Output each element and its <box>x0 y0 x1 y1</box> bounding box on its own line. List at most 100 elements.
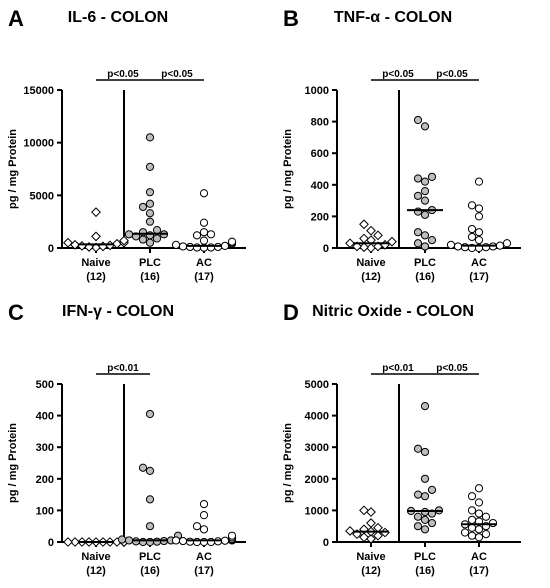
x-tick-label: AC <box>196 257 212 269</box>
data-point-plc <box>145 466 155 475</box>
group-n-label: (17) <box>194 271 214 283</box>
panel-c: C IFN-γ - COLON pg / mg Protein 0 100 200 300 4… <box>0 294 275 588</box>
y-tick-label: 500 <box>36 379 54 391</box>
data-point-ac <box>446 240 456 249</box>
y-tick-label: 200 <box>36 474 54 486</box>
y-tick-label: 200 <box>311 211 329 223</box>
data-point-plc <box>420 515 430 524</box>
data-point-plc <box>420 210 430 219</box>
x-tick-label: PLC <box>139 257 161 269</box>
data-point-ac <box>206 230 216 239</box>
y-tick-label: 5000 <box>305 379 329 391</box>
group-n-label: (16) <box>140 565 160 577</box>
significance-label: p<0.01 <box>382 363 414 374</box>
chart-svg: B TNF-α - COLON pg / mg Protein 0 200 400 600 8… <box>282 6 521 283</box>
y-tick-label: 3000 <box>305 442 329 454</box>
data-point-plc <box>420 525 430 534</box>
data-point-ac <box>467 224 477 234</box>
y-tick-label: 0 <box>323 243 329 255</box>
y-axis-label: pg / mg Protein <box>282 423 294 503</box>
data-point-plc <box>145 162 155 171</box>
data-point-plc <box>152 225 162 235</box>
x-tick-label: PLC <box>139 551 161 563</box>
chart-title: TNF-α - COLON <box>334 9 452 26</box>
significance-label: p<0.05 <box>436 69 468 80</box>
data-point-naive <box>359 219 369 230</box>
data-point-ac <box>488 518 498 528</box>
data-point-ac <box>199 511 209 520</box>
panel-letter: D <box>283 300 299 325</box>
data-point-plc <box>420 231 430 240</box>
panel-b: B TNF-α - COLON pg / mg Protein 0 200 400 600 8… <box>275 0 550 294</box>
chart-title: IL-6 - COLON <box>68 9 168 26</box>
panel-a: A IL-6 - COLON pg / mg Protein 0 5000 10000 15… <box>0 0 275 294</box>
data-point-plc <box>413 115 423 125</box>
data-point-plc <box>117 535 127 544</box>
y-tick-label: 400 <box>311 180 329 192</box>
data-point-naive <box>91 231 101 242</box>
group-n-label: (12) <box>86 271 106 283</box>
data-point-ac <box>227 237 237 246</box>
data-point-ac <box>227 531 237 540</box>
data-point-naive <box>63 537 73 547</box>
data-point-plc <box>138 235 148 244</box>
data-point-plc <box>124 230 134 239</box>
data-point-ac <box>220 536 230 545</box>
y-tick-label: 2000 <box>305 474 329 486</box>
data-point-ac <box>171 240 181 249</box>
data-point-naive <box>366 518 376 528</box>
data-point-naive <box>359 532 369 543</box>
group-n-label: (17) <box>469 565 489 577</box>
y-tick-label: 10000 <box>23 138 54 150</box>
data-point-ac <box>474 212 484 221</box>
chart-svg: A IL-6 - COLON pg / mg Protein 0 5000 10000 15… <box>7 6 246 283</box>
y-tick-label: 0 <box>48 537 54 549</box>
x-tick-label: Naive <box>356 551 385 563</box>
data-point-plc <box>413 174 423 183</box>
data-point-ac <box>220 241 230 250</box>
data-point-naive <box>345 526 355 536</box>
data-point-ac <box>474 228 484 237</box>
data-point-plc <box>145 188 155 197</box>
data-point-ac <box>178 536 188 546</box>
data-point-ac <box>467 531 477 540</box>
x-tick-label: AC <box>196 551 212 563</box>
data-point-ac <box>481 512 491 521</box>
significance-label: p<0.05 <box>161 69 193 80</box>
data-point-plc <box>413 512 423 521</box>
y-tick-label: 1000 <box>305 505 329 517</box>
chart-svg: C IFN-γ - COLON pg / mg Protein 0 100 200 300 4… <box>7 300 246 577</box>
data-point-ac <box>495 241 505 250</box>
y-tick-label: 0 <box>48 243 54 255</box>
data-point-ac <box>467 515 477 524</box>
data-point-plc <box>427 485 437 494</box>
y-tick-label: 4000 <box>305 411 329 423</box>
data-point-plc <box>145 133 155 142</box>
data-point-ac <box>474 525 484 534</box>
data-point-naive <box>387 236 397 247</box>
data-point-ac <box>467 506 477 515</box>
x-tick-label: Naive <box>81 257 110 269</box>
data-point-ac <box>467 232 477 242</box>
y-axis-label: pg / mg Protein <box>7 423 19 503</box>
data-point-plc <box>427 236 437 245</box>
chart-title: IFN-γ - COLON <box>62 303 174 320</box>
chart-svg: D Nitric Oxide - COLON pg / mg Protein 0 100… <box>282 300 521 577</box>
y-tick-label: 100 <box>36 505 54 517</box>
data-point-plc <box>145 209 155 218</box>
group-n-label: (12) <box>361 271 381 283</box>
data-point-plc <box>420 447 430 457</box>
data-point-ac <box>474 177 484 186</box>
panel-letter: C <box>8 300 24 325</box>
data-point-plc <box>420 177 430 186</box>
data-point-plc <box>145 522 155 531</box>
data-point-plc <box>145 217 155 226</box>
data-point-naive <box>119 235 129 246</box>
data-point-plc <box>427 172 437 181</box>
data-point-naive <box>345 238 355 249</box>
data-point-plc <box>420 242 430 251</box>
data-point-ac <box>199 236 209 245</box>
significance-label: p<0.05 <box>436 363 468 374</box>
data-point-ac <box>453 242 463 251</box>
y-tick-label: 5000 <box>30 190 54 202</box>
